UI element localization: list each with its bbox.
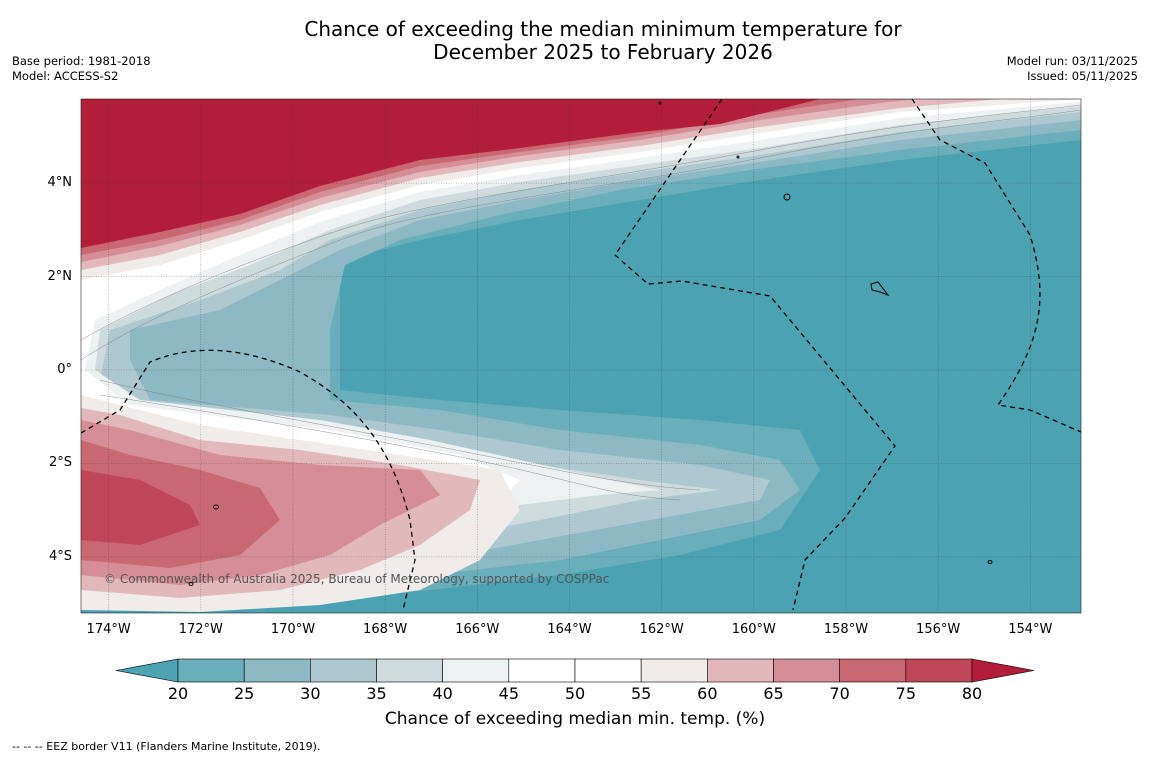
longitude-label: 164°W: [547, 622, 592, 637]
colorbar-segment: [773, 658, 840, 683]
latitude-label: 2°N: [47, 268, 73, 284]
colorbar-tick-label: 65: [763, 684, 784, 703]
colorbar-segment: [905, 658, 973, 683]
colorbar-segment: [177, 658, 245, 683]
band-75-80-south: [81, 470, 200, 545]
colorbar-segment: [640, 658, 708, 683]
longitude-label: 162°W: [639, 622, 684, 637]
latitude-label: 2°S: [48, 455, 72, 471]
colorbar-tick-label: 70: [829, 684, 850, 703]
islands: [188, 101, 993, 586]
longitude-label: 172°W: [178, 622, 223, 637]
model-run: Model run: 03/11/2025: [1006, 54, 1138, 68]
colorbar-segment: [376, 658, 443, 683]
eez-legend-footer: -- -- -- EEZ border V11 (Flanders Marine…: [12, 740, 321, 753]
map-area: [81, 99, 1081, 613]
colorbar-label: Chance of exceeding median min. temp. (%…: [384, 709, 766, 729]
colorbar-tick-label: 35: [366, 684, 387, 703]
chart-title: Chance of exceeding the median minimum t…: [0, 18, 1150, 64]
colorbar-low-arrow: [115, 658, 179, 683]
map-frame: [80, 98, 1082, 614]
copyright-credit: © Commonwealth of Australia 2025, Bureau…: [104, 572, 610, 586]
eez-border-lines: [81, 99, 1081, 611]
colorbar-tick-label: 25: [233, 684, 255, 703]
graticule: [81, 99, 1081, 613]
model-name: Model: ACCESS-S2: [12, 69, 119, 83]
longitude-label: 158°W: [823, 622, 869, 637]
longitude-label: 154°W: [1008, 622, 1053, 637]
issued-date: Issued: 05/11/2025: [1027, 69, 1138, 83]
longitude-label: 168°W: [363, 622, 408, 637]
longitude-label: 160°W: [731, 622, 776, 637]
colorbar: [115, 658, 1035, 683]
band-50-60: [81, 99, 1081, 540]
latitude-label: 4°N: [47, 175, 73, 191]
colorbar-high-arrow: [971, 658, 1035, 683]
title-line-1: Chance of exceeding the median minimum t…: [304, 17, 902, 41]
colorbar-segment: [707, 658, 774, 683]
colorbar-tick-label: 55: [630, 684, 652, 703]
latitude-label: 0°: [57, 362, 72, 378]
colorbar-segment: [310, 658, 377, 683]
longitude-label: 170°W: [270, 622, 316, 637]
longitude-label: 156°W: [916, 622, 961, 637]
colorbar-tick-label: 20: [167, 684, 189, 703]
colorbar-tick-label: 75: [895, 684, 917, 703]
colorbar-tick-label: 30: [300, 684, 321, 703]
meta-right: Model run: 03/11/2025 Issued: 05/11/2025: [1007, 54, 1138, 84]
colorbar-segment: [508, 658, 576, 683]
colorbar-segment: [442, 658, 510, 683]
longitude-label: 174°W: [86, 622, 131, 637]
colorbar-tick-label: 60: [697, 684, 718, 703]
colorbar-tick-label: 45: [498, 684, 520, 703]
contour-lines: [81, 104, 1081, 501]
colorbar-tick-label: 50: [564, 684, 586, 703]
meta-left: Base period: 1981-2018 Model: ACCESS-S2: [12, 54, 151, 84]
colorbar-segment: [574, 658, 642, 683]
longitude-label: 166°W: [455, 622, 500, 637]
colorbar-segment: [839, 658, 907, 683]
colorbar-segment: [243, 658, 311, 683]
base-period: Base period: 1981-2018: [12, 54, 151, 68]
title-line-2: December 2025 to February 2026: [433, 40, 773, 64]
colorbar-tick-label: 40: [432, 684, 453, 703]
latitude-label: 4°S: [48, 548, 72, 564]
band-80plus-north: [81, 99, 820, 248]
colorbar-tick-label: 80: [961, 684, 983, 703]
